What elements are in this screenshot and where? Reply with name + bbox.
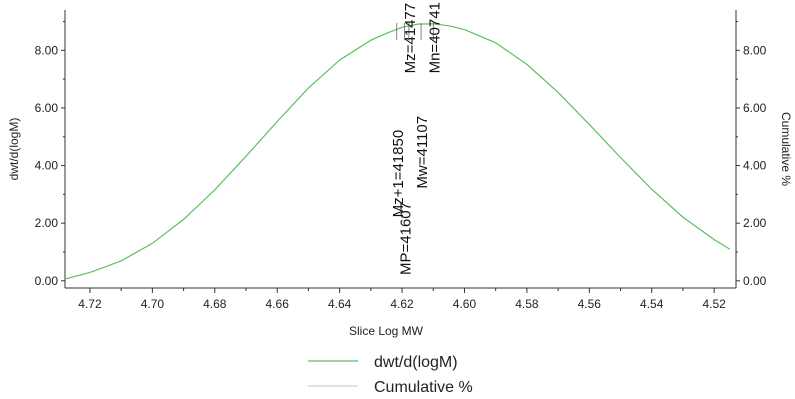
x-tick-label: 4.66 [266,297,290,311]
annotation-label: Mn=40741 [426,2,443,73]
x-tick-label: 4.56 [578,297,602,311]
x-ticks: 4.72 4.70 4.68 4.66 4.64 4.62 4.60 4.58 4.56 4.54… [78,288,726,311]
annotation-layer: Mz=41477 Mn=40741 Mw=41107 Mz+1=41850MP=416… [390,2,444,275]
y-axis-title-left: dwt/d(logM) [7,118,21,181]
x-tick-label: 4.54 [640,297,664,311]
y-tick-label-left: 2.00 [35,216,59,230]
annotation-label: Mw=41107 [414,116,431,189]
y-tick-label-right: 8.00 [743,43,767,57]
annotation-label: Mz=41477 [402,3,419,73]
annotation-label: MP=41607 [398,202,415,275]
y-tick-label-right: 2.00 [743,216,767,230]
y-tick-label-left: 8.00 [35,43,59,57]
x-tick-label: 4.62 [390,297,414,311]
series-layer [64,23,731,280]
y-ticks-left: 0.00 2.00 4.00 6.00 8.00 [35,21,65,288]
x-tick-label: 4.64 [328,297,352,311]
x-tick-label: 4.60 [453,297,477,311]
y-tick-label-left: 0.00 [35,274,59,288]
x-tick-label: 4.70 [141,297,165,311]
annotation-label: Mz+1=41850 [390,130,407,218]
legend-label-dwt: dwt/d(logM) [374,354,458,371]
legend-label-cumulative: Cumulative % [374,379,473,396]
x-tick-label: 4.72 [78,297,102,311]
x-tick-label: 4.68 [203,297,227,311]
plot-area [64,10,737,289]
y-tick-label-left: 6.00 [35,101,59,115]
legend: dwt/d(logM) Cumulative % [308,354,473,396]
x-tick-label: 4.52 [702,297,726,311]
y-axis-title-right: Cumulative % [779,112,793,186]
y-tick-label-right: 6.00 [743,101,767,115]
x-axis-title: Slice Log MW [349,324,424,338]
y-tick-label-right: 4.00 [743,159,767,173]
y-tick-label-left: 4.00 [35,159,59,173]
series-line-0 [64,23,731,280]
y-ticks-right: 0.00 2.00 4.00 6.00 8.00 [736,21,767,288]
y-tick-label-right: 0.00 [743,274,767,288]
x-tick-label: 4.58 [515,297,539,311]
